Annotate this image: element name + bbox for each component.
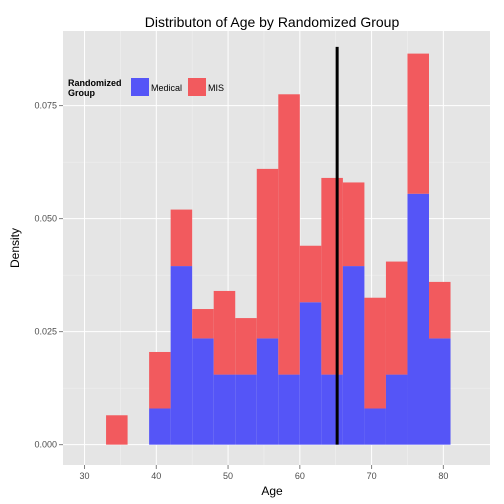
bar-mis (429, 281, 451, 339)
y-axis-title: Density (8, 228, 22, 268)
x-tick-label: 70 (367, 471, 377, 481)
bar-medical (342, 266, 365, 445)
bar-medical (213, 374, 236, 445)
bar-mis (407, 53, 429, 194)
bar-medical (278, 374, 300, 445)
x-tick-label: 30 (80, 471, 90, 481)
bar-medical (170, 266, 193, 445)
bar-medical (149, 408, 171, 445)
bar-mis (256, 168, 279, 339)
bar-medical (429, 338, 451, 445)
x-tick-label: 60 (295, 471, 305, 481)
bar-mis (149, 351, 171, 409)
bar-medical (364, 408, 386, 445)
bar-mis (278, 94, 300, 375)
legend-label-medical: Medical (151, 83, 182, 93)
bar-mis (170, 209, 193, 267)
bar-medical (321, 374, 343, 445)
chart-title: Distributon of Age by Randomized Group (145, 14, 400, 30)
bar-medical (385, 374, 408, 445)
x-tick-label: 50 (223, 471, 233, 481)
bar-medical (235, 374, 257, 445)
bar-medical (192, 338, 214, 445)
legend-label-mis: MIS (208, 83, 224, 93)
bar-mis (342, 182, 365, 267)
x-axis-title: Age (261, 484, 283, 498)
bar-mis (364, 297, 386, 409)
bar-mis (235, 318, 257, 375)
bar-mis (106, 415, 128, 445)
bar-mis (192, 309, 214, 339)
bar-medical (299, 302, 322, 445)
x-tick-label: 80 (438, 471, 448, 481)
legend-title-line-1: Randomized (68, 78, 122, 88)
y-tick-label: 0.000 (34, 440, 57, 450)
bar-medical (256, 338, 279, 445)
y-tick-label: 0.075 (34, 101, 57, 111)
legend-title-line-2: Group (68, 88, 95, 98)
bar-mis (385, 261, 408, 375)
bar-mis (213, 290, 236, 375)
legend-key-mis (188, 78, 206, 96)
y-tick-label: 0.050 (34, 214, 57, 224)
legend-key-medical (131, 78, 149, 96)
bar-mis (299, 245, 322, 303)
bar-mis (321, 177, 343, 375)
x-tick-label: 40 (151, 471, 161, 481)
y-tick-label: 0.025 (34, 327, 57, 337)
bar-medical (407, 193, 429, 445)
legend: Randomized Group Medical MIS (68, 78, 224, 98)
